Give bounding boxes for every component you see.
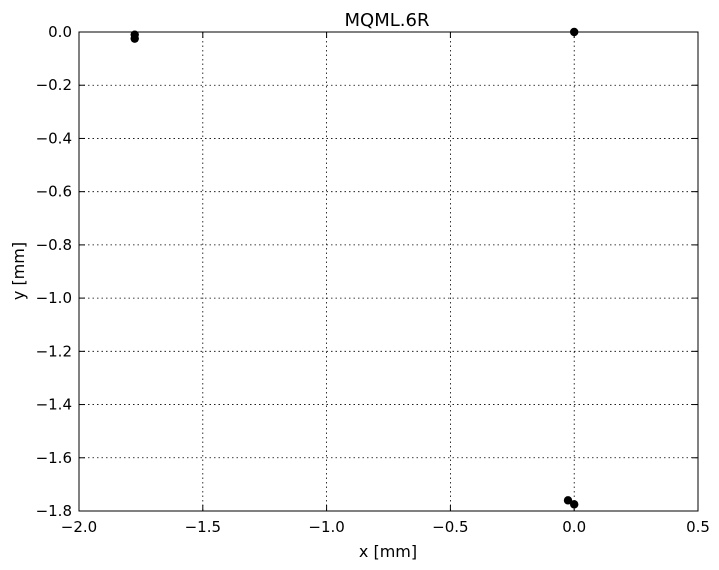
y-tick-label: −0.8: [36, 236, 72, 254]
x-tick-labels: −2.0 −1.5 −1.0 −0.5 0.0 0.5: [61, 518, 710, 536]
y-tick-label: −0.4: [36, 129, 72, 147]
y-tick-label: 0.0: [48, 23, 72, 41]
grid-lines: [79, 32, 698, 511]
x-axis-label: x [mm]: [359, 542, 417, 561]
x-tick-label: −1.5: [185, 518, 221, 536]
y-tick-label: −0.6: [36, 183, 72, 201]
x-tick-label: 0.5: [686, 518, 710, 536]
data-point: [130, 34, 139, 43]
x-tick-label: −2.0: [61, 518, 97, 536]
data-point: [570, 500, 579, 509]
y-tick-label: −1.4: [36, 396, 72, 414]
data-point: [570, 27, 579, 37]
data-point: [563, 496, 573, 505]
axis-ticks: [78, 31, 699, 512]
y-tick-label: −0.2: [36, 76, 72, 94]
y-tick-labels: 0.0 −0.2 −0.4 −0.6 −0.8 −1.0 −1.2 −1.4 −1.6 −1.8: [36, 23, 72, 520]
x-tick-label: −1.0: [308, 518, 344, 536]
plot-frame: [78, 31, 699, 512]
y-tick-label: −1.8: [36, 502, 72, 520]
y-tick-label: −1.0: [36, 289, 72, 307]
chart-title: MQML.6R: [345, 10, 430, 31]
y-tick-label: −1.6: [36, 449, 72, 467]
y-tick-label: −1.2: [36, 342, 72, 360]
x-tick-label: 0.0: [562, 518, 586, 536]
x-tick-label: −0.5: [432, 518, 468, 536]
y-axis-label: y [mm]: [9, 242, 28, 300]
data-points: [130, 27, 579, 509]
